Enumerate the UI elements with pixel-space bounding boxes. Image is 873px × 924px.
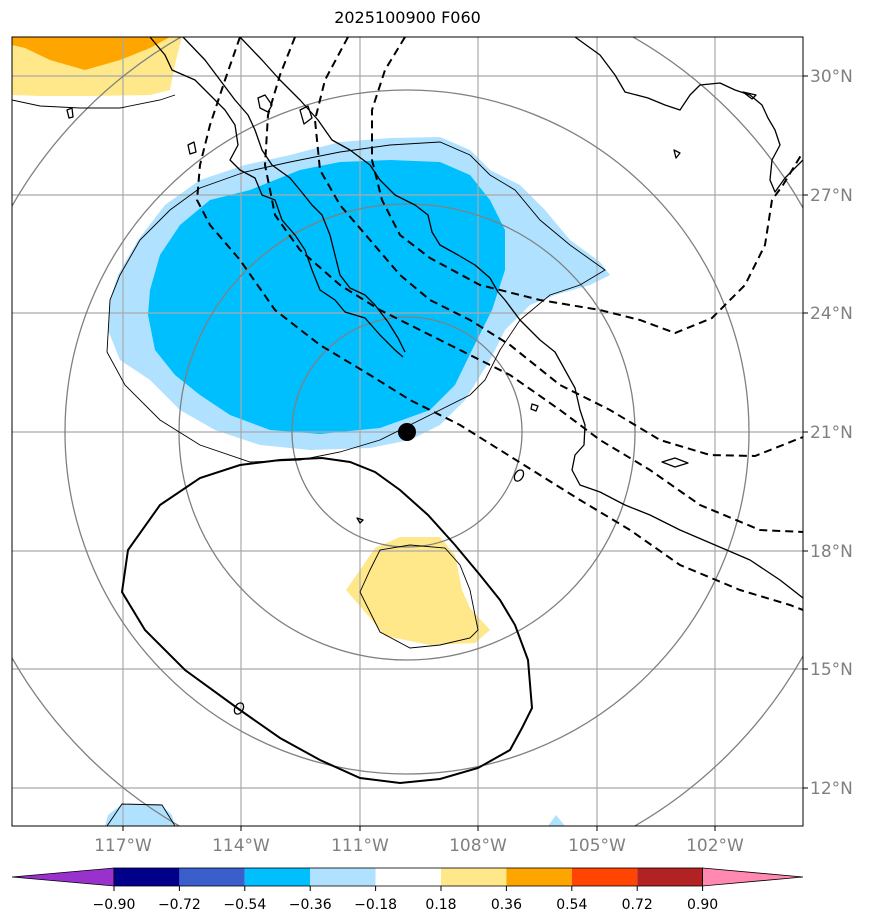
coastline-gulf-mainland [239, 37, 803, 599]
colorbar-tick-label: −0.90 [93, 897, 136, 913]
colorbar-frame [113, 867, 703, 887]
colorbar-bin-2 [179, 868, 245, 886]
thin-contours [12, 94, 606, 826]
lon-label-111w: 111°W [331, 836, 389, 856]
colorbar-tick-label: 0.36 [491, 897, 522, 913]
dashed-contour-2 [263, 37, 803, 533]
colorbar-tick-label: −0.18 [354, 897, 397, 913]
lat-label-21n: 21°N [810, 423, 853, 443]
latitude-axis: 30°N 27°N 24°N 21°N 18°N 15°N 12°N [803, 67, 853, 799]
island-4 [66, 107, 74, 119]
lon-label-114w: 114°W [212, 836, 270, 856]
colorbar-extend-low [11, 867, 115, 887]
lat-label-30n: 30°N [810, 67, 853, 87]
colorbar-tick-label: 0.54 [556, 897, 587, 913]
island-8 [530, 403, 539, 412]
island-7 [233, 702, 245, 715]
lon-label-102w: 102°W [686, 836, 744, 856]
coastline-north-land [574, 37, 803, 193]
island-10 [673, 149, 681, 159]
island-1 [257, 94, 273, 113]
colorbar-bin-1 [114, 868, 180, 886]
map-title: 2025100900 F060 [334, 8, 481, 27]
thin-contour-south [359, 544, 479, 649]
island-2 [299, 105, 313, 125]
colorbar-tick-label: 0.72 [622, 897, 653, 913]
colorbar-bin-7 [506, 868, 572, 886]
thin-contour-southwest [106, 803, 176, 826]
lat-label-12n: 12°N [810, 779, 853, 799]
island-9 [356, 517, 364, 524]
lon-label-108w: 108°W [449, 836, 507, 856]
positive-anomaly-region-south [346, 537, 490, 645]
colorbar-tick-label: −0.72 [158, 897, 201, 913]
positive-anomaly-strong-northwest [12, 37, 170, 70]
colorbar-tick-label: −0.54 [223, 897, 266, 913]
lat-label-27n: 27°N [810, 186, 853, 206]
colorbar-tick-label: 0.18 [425, 897, 456, 913]
longitude-axis: 117°W 114°W 111°W 108°W 105°W 102°W [94, 826, 744, 856]
colorbar-bin-3 [244, 868, 311, 886]
storm-center-marker [398, 423, 416, 441]
coastline-baja-east [182, 37, 406, 353]
colorbar-bin-5 [375, 868, 441, 886]
island-3 [187, 141, 197, 155]
colorbar-extend-high [702, 867, 804, 887]
island-11 [742, 91, 757, 100]
colorbar-bin-8 [571, 868, 638, 886]
colorbar: −0.90 −0.72 −0.54 −0.36 −0.18 0.18 0.36 … [11, 867, 804, 913]
coastline-baja-west [149, 37, 404, 358]
negative-anomaly-patch-south [548, 815, 565, 826]
dashed-contour-4 [371, 37, 803, 335]
colorbar-tick-label: −0.36 [289, 897, 332, 913]
dashed-contour-1 [195, 37, 803, 611]
positive-contour-closed [120, 456, 534, 785]
dashed-contours [195, 37, 803, 611]
colorbar-bin-4 [310, 868, 376, 886]
thin-contour-north [106, 141, 606, 463]
range-ring-3 [64, 89, 750, 775]
colorbar-tick-label: 0.90 [687, 897, 718, 913]
lat-label-18n: 18°N [810, 542, 853, 562]
island-6 [513, 469, 525, 482]
lat-label-15n: 15°N [810, 660, 853, 680]
lon-label-117w: 117°W [94, 836, 152, 856]
coastlines [66, 37, 803, 715]
island-5 [661, 457, 689, 468]
lon-label-105w: 105°W [568, 836, 626, 856]
colorbar-bin-9 [637, 868, 703, 886]
lat-label-24n: 24°N [810, 304, 853, 324]
map-plot-area [12, 37, 803, 826]
colorbar-bin-6 [441, 868, 507, 886]
range-ring-1 [291, 316, 523, 548]
negative-anomaly-strong-region [148, 160, 505, 434]
thin-contour-northwest [12, 94, 176, 109]
